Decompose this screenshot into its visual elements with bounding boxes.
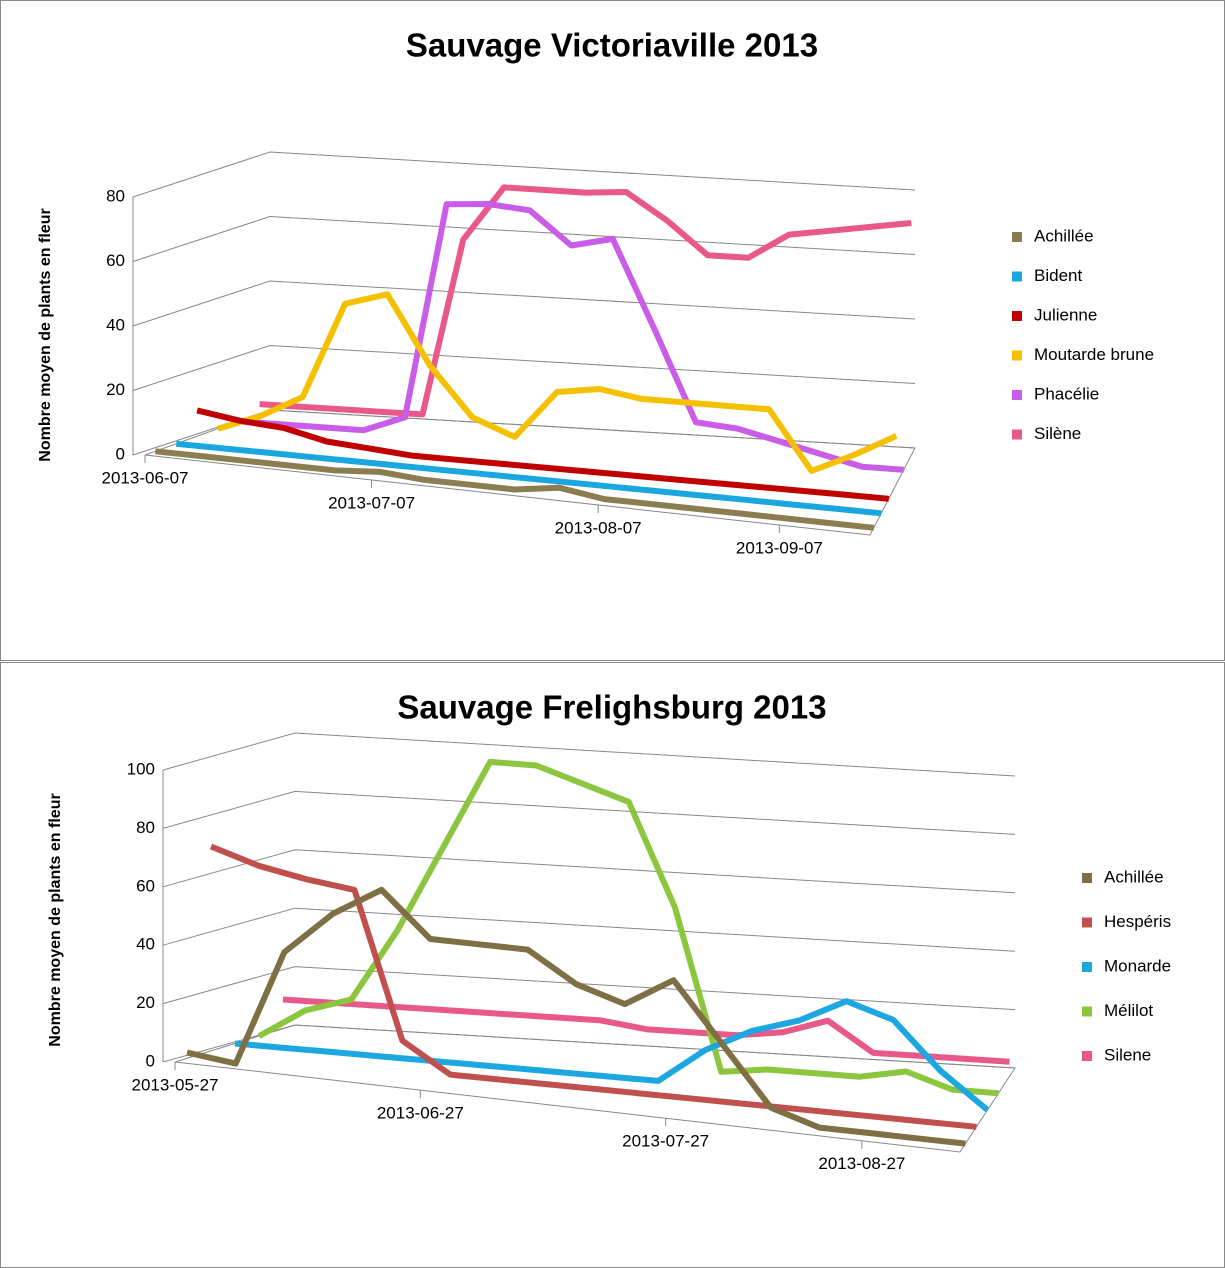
series-line xyxy=(257,758,999,1097)
grid-line xyxy=(162,849,1016,894)
y-tick-label: 80 xyxy=(106,186,125,205)
legend-swatch xyxy=(1012,390,1022,400)
series-line xyxy=(209,843,977,1130)
series-line xyxy=(196,407,890,502)
y-tick-label: 100 xyxy=(127,759,155,778)
grid-line xyxy=(132,344,916,391)
grid-line xyxy=(162,907,1016,952)
y-tick-label: 0 xyxy=(116,444,125,463)
legend-swatch xyxy=(1082,1051,1092,1061)
series-line xyxy=(186,886,966,1147)
legend-swatch xyxy=(1012,311,1022,321)
y-tick-label: 60 xyxy=(136,876,155,895)
legend-label: Julienne xyxy=(1034,305,1097,324)
grid-line xyxy=(132,280,916,327)
y-tick-label: 20 xyxy=(106,380,125,399)
legend-label: Phacélie xyxy=(1034,384,1099,403)
chart-frame xyxy=(0,0,1225,661)
y-axis-label: Nombre moyen de plants en fleur xyxy=(37,208,54,461)
x-tick-label: 2013-06-27 xyxy=(377,1104,464,1123)
series-line xyxy=(155,448,875,531)
legend-swatch xyxy=(1012,350,1022,361)
legend-label: Silène xyxy=(1034,424,1081,443)
x-tick-label: 2013-09-07 xyxy=(736,538,823,557)
floor xyxy=(144,409,916,536)
chart-title: Sauvage Frelighsburg 2013 xyxy=(397,689,826,726)
legend-swatch xyxy=(1012,271,1022,282)
legend-swatch xyxy=(1082,962,1092,972)
series-line xyxy=(217,291,898,474)
grid-line xyxy=(162,1024,1016,1069)
legend-label: Hespéris xyxy=(1104,912,1171,931)
legend-swatch xyxy=(1012,429,1022,440)
grid-line xyxy=(162,790,1016,835)
grid-line xyxy=(132,215,916,262)
legend-label: Mélilot xyxy=(1104,1001,1153,1020)
y-tick-label: 0 xyxy=(146,1051,155,1070)
legend-label: Achillée xyxy=(1104,867,1164,886)
x-tick-label: 2013-07-27 xyxy=(622,1132,709,1151)
x-tick-label: 2013-08-27 xyxy=(818,1154,905,1173)
chart-title: Sauvage Victoriaville 2013 xyxy=(406,27,818,64)
series-line xyxy=(282,996,1010,1065)
legend-label: Moutarde brune xyxy=(1034,345,1154,364)
x-tick-label: 2013-06-07 xyxy=(102,468,189,487)
y-axis-label: Nombre moyen de plants en fleur xyxy=(47,793,64,1046)
y-tick-label: 20 xyxy=(136,993,155,1012)
series-line xyxy=(259,184,912,418)
x-tick-label: 2013-07-07 xyxy=(328,493,415,512)
grid-line xyxy=(132,151,916,198)
legend-swatch xyxy=(1082,873,1092,883)
legend-label: Bident xyxy=(1034,266,1082,285)
chart-frame xyxy=(0,662,1225,1268)
x-tick-label: 2013-05-27 xyxy=(132,1075,219,1094)
series-line xyxy=(234,998,990,1113)
grid-line xyxy=(162,966,1016,1011)
legend-swatch xyxy=(1012,232,1022,242)
series-line xyxy=(176,440,882,517)
y-tick-label: 80 xyxy=(136,818,155,837)
legend-label: Achillée xyxy=(1034,226,1094,245)
legend-label: Silene xyxy=(1104,1045,1151,1064)
legend-label: Monarde xyxy=(1104,956,1171,975)
y-tick-label: 40 xyxy=(106,315,125,334)
grid-line xyxy=(162,732,1016,777)
legend-swatch xyxy=(1082,917,1092,928)
y-tick-label: 40 xyxy=(136,935,155,954)
y-tick-label: 60 xyxy=(106,251,125,270)
x-tick-label: 2013-08-07 xyxy=(555,518,642,537)
series-line xyxy=(238,201,905,473)
legend-swatch xyxy=(1082,1006,1092,1017)
